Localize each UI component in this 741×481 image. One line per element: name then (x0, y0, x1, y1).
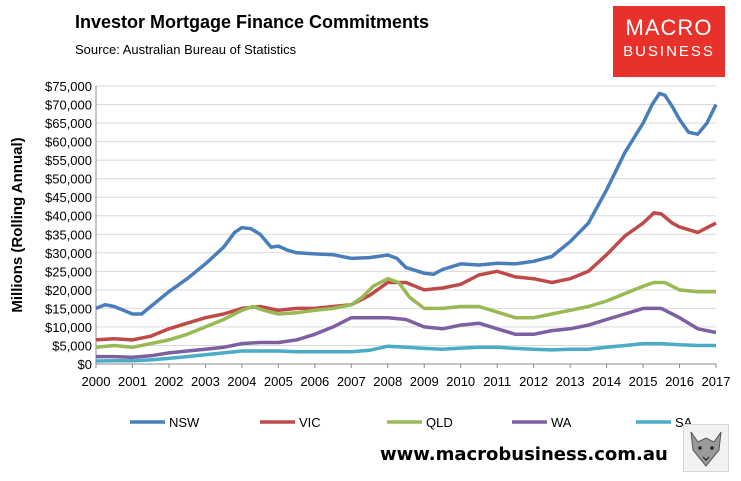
y-tick-label: $30,000 (45, 246, 92, 261)
x-tick-label: 2016 (665, 374, 694, 389)
y-tick-label: $55,000 (45, 153, 92, 168)
legend-label: NSW (169, 415, 200, 430)
series-line-wa (96, 306, 717, 360)
y-tick-label: $65,000 (45, 116, 92, 131)
gridlines (96, 85, 716, 346)
series-line-vic (95, 211, 717, 342)
wolf-logo-icon (683, 424, 729, 472)
source-note: Source: Australian Bureau of Statistics (75, 42, 297, 57)
x-tick-label: 2008 (373, 374, 402, 389)
legend: NSW VIC QLD WA SA (130, 415, 693, 430)
y-tick-label: $25,000 (45, 264, 92, 279)
website-url: www.macrobusiness.com.au (380, 444, 668, 465)
x-tick-label: 2011 (483, 374, 511, 389)
legend-label: QLD (426, 415, 453, 430)
y-tick-label: $5,000 (52, 338, 92, 353)
y-tick-label: $45,000 (45, 190, 92, 205)
legend-label: WA (551, 415, 572, 430)
logo-line-2: BUSINESS (623, 43, 715, 60)
y-tick-label: $70,000 (45, 98, 92, 113)
x-tick-label: 2006 (300, 374, 329, 389)
legend-label: VIC (299, 415, 321, 430)
series-line-sa (95, 341, 716, 363)
y-tick-label: $35,000 (45, 227, 92, 242)
y-tick-label: $60,000 (45, 135, 92, 150)
page-title: Investor Mortgage Finance Commitments (75, 12, 430, 32)
x-tick-label: 2014 (592, 374, 621, 389)
x-tick-label: 2005 (264, 374, 293, 389)
x-tick-label: 2002 (154, 374, 183, 389)
macrobusiness-logo: MACRO BUSINESS (613, 6, 725, 77)
x-tick-label: 2009 (410, 374, 439, 389)
y-tick-label: $50,000 (45, 172, 92, 187)
y-tick-label: $10,000 (45, 320, 92, 335)
series-line-qld (95, 276, 716, 350)
x-tick-label: 2000 (82, 374, 111, 389)
series-line-nsw (95, 91, 718, 316)
y-axis: $0 $5,000 $10,000 $15,000 $20,000 $25,000 $30,… (45, 79, 97, 372)
y-tick-label: $40,000 (45, 209, 92, 224)
x-tick-label: 2003 (191, 374, 220, 389)
x-axis: 2000 2001 2002 2003 2004 2005 2006 2007 2008 2009… (82, 363, 731, 389)
y-tick-label: $0 (78, 357, 92, 372)
y-tick-label: $20,000 (45, 283, 92, 298)
x-tick-label: 2013 (556, 374, 585, 389)
y-tick-label: $75,000 (45, 79, 92, 94)
x-tick-label: 2007 (337, 374, 366, 389)
x-tick-label: 2010 (446, 374, 475, 389)
y-tick-label: $15,000 (45, 301, 92, 316)
x-tick-label: 2017 (702, 374, 731, 389)
y-axis-label: Millions (Rolling Annual) (9, 137, 26, 312)
logo-line-1: MACRO (625, 15, 713, 40)
x-tick-label: 2015 (629, 374, 658, 389)
x-tick-label: 2004 (227, 374, 256, 389)
series-lines (95, 91, 718, 363)
x-tick-label: 2001 (118, 374, 147, 389)
x-tick-label: 2012 (519, 374, 548, 389)
